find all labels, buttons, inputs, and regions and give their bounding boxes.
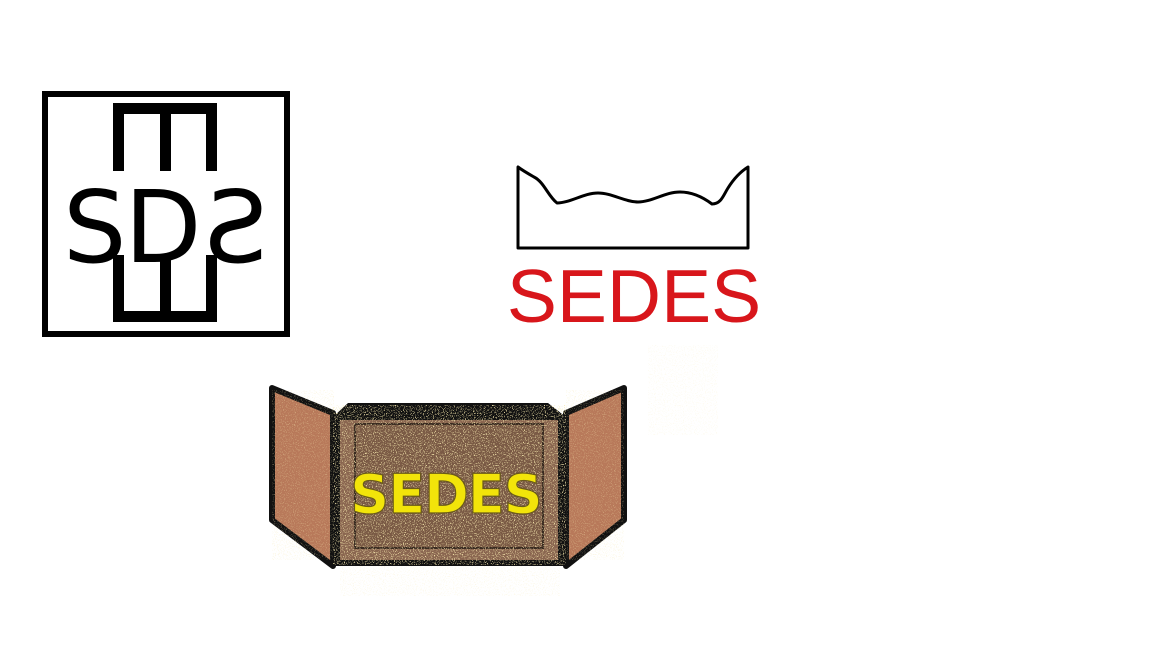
box-logo: SEDES [269, 385, 627, 596]
monogram-bottom-e [113, 255, 217, 322]
monogram-logo: SD S [42, 91, 290, 337]
monogram-mirrored-s-text: S [205, 169, 268, 286]
monogram-sd-text: SD [63, 169, 199, 286]
box-label: SEDES [350, 463, 541, 526]
crown-label: SEDES [507, 254, 761, 338]
faint-sparkle [648, 345, 718, 435]
box-glitter-right [566, 390, 624, 560]
monogram-top-e [113, 103, 217, 171]
crown-logo: SEDES [507, 165, 761, 338]
box-glitter-bottom [340, 566, 560, 596]
box-glitter [333, 405, 566, 565]
box-glitter-left [272, 390, 334, 560]
crown-outline [516, 165, 750, 250]
monogram-frame [42, 91, 290, 337]
